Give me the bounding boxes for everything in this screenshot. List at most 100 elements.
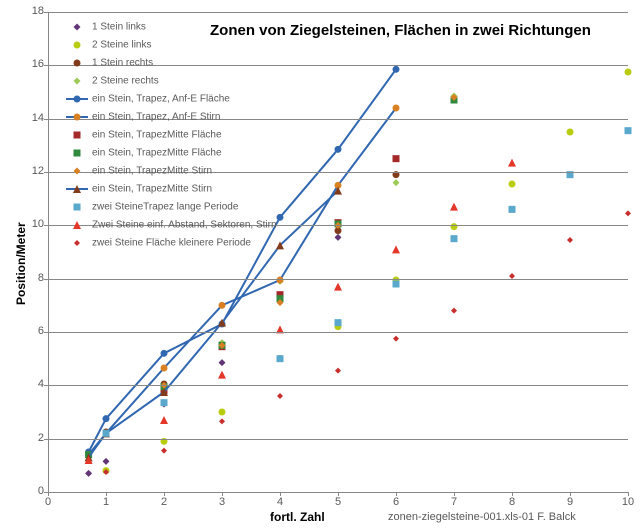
data-marker	[103, 415, 110, 422]
data-marker	[103, 458, 110, 465]
legend-item: ein Stein, Trapez, Anf-E Fläche	[66, 92, 230, 106]
data-marker	[161, 365, 168, 372]
legend-marker	[66, 110, 88, 124]
data-marker	[277, 214, 284, 221]
data-marker	[625, 210, 631, 216]
legend-label: zwei Steine Fläche kleinere Periode	[92, 238, 251, 249]
chart-title: Zonen von Ziegelsteinen, Flächen in zwei…	[210, 22, 591, 39]
x-tick-label: 7	[444, 496, 464, 508]
data-marker	[277, 393, 283, 399]
gridline-h	[48, 332, 628, 333]
legend-marker	[66, 200, 88, 214]
legend-item: 1 Stein rechts	[66, 56, 153, 70]
data-marker	[161, 448, 167, 454]
legend-item: 2 Steine rechts	[66, 74, 159, 88]
footer-text: zonen-ziegelsteine-001.xls-01 F. Balck	[388, 511, 576, 523]
legend-label: Zwei Steine einf. Abstand, Sektoren, Sti…	[92, 220, 277, 231]
x-tick-label: 1	[96, 496, 116, 508]
data-marker	[393, 66, 400, 73]
data-marker	[567, 129, 574, 136]
y-axis-line	[48, 12, 49, 492]
legend-label: ein Stein, TrapezMitte Stirn	[92, 184, 212, 195]
x-tick-label: 0	[38, 496, 58, 508]
gridline-h	[48, 12, 628, 13]
x-tick-label: 8	[502, 496, 522, 508]
data-marker	[335, 368, 341, 374]
x-axis-line	[48, 492, 628, 493]
legend-item: ein Stein, Trapez, Anf-E Stirn	[66, 110, 220, 124]
legend-label: ein Stein, TrapezMitte Stirn	[92, 166, 212, 177]
data-marker	[451, 235, 458, 242]
data-marker	[277, 277, 284, 284]
y-tick-label: 10	[24, 218, 44, 230]
data-marker	[219, 409, 226, 416]
legend-label: ein Stein, Trapez, Anf-E Stirn	[92, 112, 220, 123]
data-marker	[393, 105, 400, 112]
legend-marker	[66, 92, 88, 106]
y-tick-label: 4	[24, 378, 44, 390]
data-marker	[219, 359, 226, 366]
data-marker	[161, 350, 168, 357]
y-tick-label: 8	[24, 272, 44, 284]
x-axis-label: fortl. Zahl	[270, 510, 325, 524]
data-marker	[393, 336, 399, 342]
legend-marker	[66, 20, 88, 34]
data-marker	[508, 159, 516, 167]
legend-marker	[66, 146, 88, 160]
data-marker	[277, 355, 284, 362]
legend-label: 1 Stein links	[92, 22, 146, 33]
x-tick-mark	[628, 492, 629, 496]
data-marker	[335, 234, 342, 241]
legend-label: ein Stein, TrapezMitte Fläche	[92, 148, 222, 159]
data-marker	[625, 69, 632, 76]
legend-marker	[66, 38, 88, 52]
legend-item: zwei SteineTrapez lange Periode	[66, 200, 238, 214]
data-marker	[160, 416, 168, 424]
legend-label: ein Stein, Trapez, Anf-E Fläche	[92, 94, 230, 105]
data-marker	[392, 245, 400, 253]
legend-item: Zwei Steine einf. Abstand, Sektoren, Sti…	[66, 218, 277, 232]
data-marker	[218, 371, 226, 379]
legend-item: ein Stein, TrapezMitte Stirn	[66, 164, 212, 178]
data-marker	[393, 155, 400, 162]
data-marker	[161, 399, 168, 406]
data-marker	[450, 203, 458, 211]
data-marker	[567, 237, 573, 243]
gridline-h	[48, 279, 628, 280]
legend-label: ein Stein, TrapezMitte Fläche	[92, 130, 222, 141]
data-marker	[393, 281, 400, 288]
data-marker	[334, 283, 342, 291]
y-tick-label: 2	[24, 432, 44, 444]
data-marker	[451, 223, 458, 230]
data-marker	[335, 146, 342, 153]
legend-label: 2 Steine links	[92, 40, 151, 51]
y-tick-label: 14	[24, 112, 44, 124]
gridline-h	[48, 439, 628, 440]
y-tick-label: 16	[24, 58, 44, 70]
data-marker	[509, 181, 516, 188]
legend-item: ein Stein, TrapezMitte Fläche	[66, 146, 222, 160]
x-tick-label: 9	[560, 496, 580, 508]
data-marker	[85, 470, 92, 477]
data-marker	[509, 206, 516, 213]
y-axis-label: Position/Meter	[14, 222, 28, 305]
series-line	[89, 69, 396, 452]
x-tick-label: 5	[328, 496, 348, 508]
x-tick-label: 10	[618, 496, 638, 508]
data-marker	[219, 418, 225, 424]
legend-label: zwei SteineTrapez lange Periode	[92, 202, 238, 213]
gridline-h	[48, 385, 628, 386]
x-tick-label: 6	[386, 496, 406, 508]
data-marker	[103, 430, 110, 437]
chart-container: Zonen von Ziegelsteinen, Flächen in zwei…	[0, 0, 640, 531]
legend-item: ein Stein, TrapezMitte Stirn	[66, 182, 212, 196]
legend-item: 2 Steine links	[66, 38, 151, 52]
legend-marker	[66, 218, 88, 232]
legend-marker	[66, 182, 88, 196]
legend-marker	[66, 56, 88, 70]
x-tick-label: 4	[270, 496, 290, 508]
legend-label: 1 Stein rechts	[92, 58, 153, 69]
legend-marker	[66, 74, 88, 88]
legend-label: 2 Steine rechts	[92, 76, 159, 87]
legend-marker	[66, 164, 88, 178]
